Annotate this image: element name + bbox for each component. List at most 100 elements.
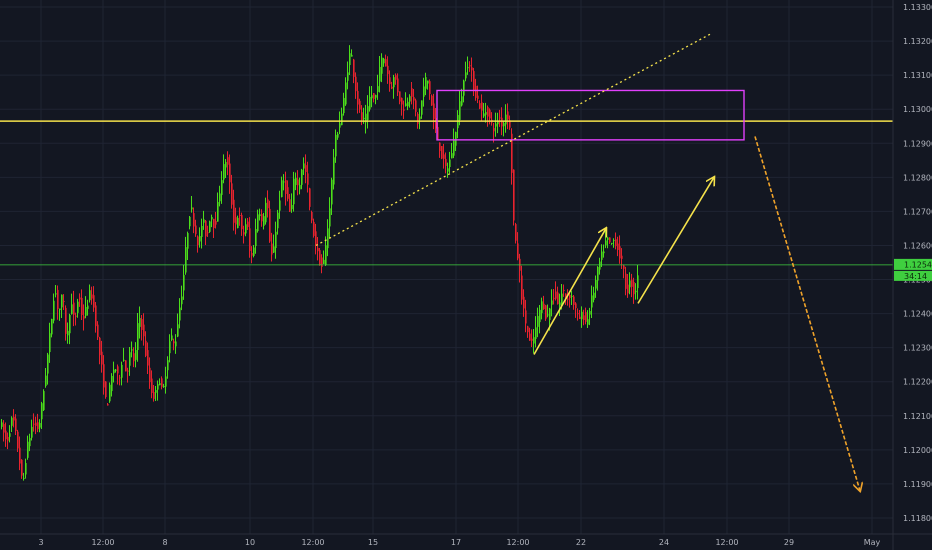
candle-body bbox=[243, 232, 245, 235]
candle-body bbox=[451, 153, 453, 159]
candle-body bbox=[49, 333, 51, 353]
candle-body bbox=[419, 116, 421, 120]
candle-body bbox=[487, 107, 489, 117]
candle-body bbox=[99, 337, 101, 356]
candle-body bbox=[87, 305, 89, 309]
candle-body bbox=[59, 308, 61, 311]
candle-body bbox=[521, 275, 523, 300]
candle-body bbox=[389, 77, 391, 85]
candle-body bbox=[299, 184, 301, 190]
candle-body bbox=[305, 165, 307, 173]
x-axis[interactable]: 3 12:00 8 10 12:00 15 17 12:00 22 24 12:00 29 May bbox=[0, 533, 932, 547]
candle-body bbox=[293, 178, 295, 205]
candle-body bbox=[407, 101, 409, 107]
candle-body bbox=[495, 123, 497, 127]
candle-body bbox=[147, 350, 149, 366]
candle-body bbox=[289, 199, 291, 212]
candle-body bbox=[217, 201, 219, 222]
candle-body bbox=[29, 438, 31, 447]
candle-body bbox=[535, 327, 537, 339]
y-axis[interactable]: 1.13300 1.13200 1.13100 1.13000 1.12900 1.128… bbox=[892, 0, 932, 550]
candle-body bbox=[573, 296, 575, 305]
candle-body bbox=[257, 214, 259, 232]
candle-body bbox=[265, 202, 267, 223]
candle-body bbox=[635, 290, 637, 293]
candle-body bbox=[577, 313, 579, 315]
x-tick-label: 12:00 bbox=[91, 538, 114, 547]
candle-body bbox=[309, 188, 311, 207]
candle-body bbox=[529, 333, 531, 341]
candle-body bbox=[261, 214, 263, 222]
candle-body bbox=[311, 212, 313, 221]
candle-body bbox=[631, 279, 633, 287]
candle-body bbox=[203, 219, 205, 223]
candle-body bbox=[189, 216, 191, 227]
candle-body bbox=[383, 58, 385, 64]
candle-body bbox=[225, 162, 227, 168]
candle-body bbox=[441, 146, 443, 159]
candle-body bbox=[511, 133, 513, 173]
candle-body bbox=[111, 375, 113, 392]
candle-body bbox=[363, 117, 365, 119]
candle-body bbox=[393, 77, 395, 88]
candle-body bbox=[459, 101, 461, 120]
candle-body bbox=[563, 289, 565, 291]
impulse-up-arrow[interactable] bbox=[533, 228, 606, 355]
candle-body bbox=[9, 433, 11, 437]
candle-body bbox=[369, 96, 371, 110]
candle-body bbox=[533, 337, 535, 344]
candle-body bbox=[269, 208, 271, 242]
forecast-down-arrow[interactable] bbox=[754, 136, 860, 490]
candle-body bbox=[373, 93, 375, 99]
candle-body bbox=[275, 231, 277, 248]
candle-body bbox=[55, 293, 57, 295]
candle-body bbox=[247, 221, 249, 227]
candle-body bbox=[469, 65, 471, 67]
candle-body bbox=[15, 418, 17, 432]
candle-body bbox=[141, 319, 143, 330]
candle-body bbox=[317, 247, 319, 252]
candle-body bbox=[183, 275, 185, 291]
candle-body bbox=[485, 112, 487, 115]
candle-body bbox=[353, 59, 355, 77]
candle-body bbox=[371, 95, 373, 99]
candle-body bbox=[605, 240, 607, 246]
candle-body bbox=[169, 341, 171, 354]
candle-body bbox=[627, 284, 629, 294]
y-tick-label: 1.13000 bbox=[903, 105, 932, 114]
x-tick-label: May bbox=[864, 538, 881, 547]
candle-body bbox=[541, 301, 543, 314]
candle-body bbox=[199, 236, 201, 242]
candle-body bbox=[467, 67, 469, 69]
candle-body bbox=[527, 326, 529, 333]
supply-zone-rectangle[interactable] bbox=[436, 89, 745, 141]
candle-body bbox=[107, 404, 109, 406]
candle-body bbox=[591, 295, 593, 308]
candle-body bbox=[171, 335, 173, 340]
candle-body bbox=[549, 308, 551, 320]
candle-body bbox=[43, 391, 45, 411]
x-tick-label: 10 bbox=[245, 538, 255, 547]
candle-body bbox=[267, 199, 269, 209]
candle-body bbox=[73, 302, 75, 315]
candle-body bbox=[377, 86, 379, 92]
candle-body bbox=[553, 297, 555, 299]
candle-body bbox=[185, 247, 187, 273]
y-tick-label: 1.12900 bbox=[903, 139, 932, 148]
candle-body bbox=[31, 426, 33, 438]
impulse-up-arrow[interactable] bbox=[637, 177, 714, 304]
candle-body bbox=[543, 303, 545, 310]
candle-body bbox=[345, 82, 347, 105]
y-tick-label: 1.12000 bbox=[903, 446, 932, 455]
candle-body bbox=[61, 294, 63, 308]
candle-body bbox=[379, 66, 381, 82]
candle-body bbox=[7, 436, 9, 441]
candle-body bbox=[69, 315, 71, 334]
candle-body bbox=[45, 375, 47, 387]
candle-body bbox=[517, 243, 519, 259]
candle-body bbox=[327, 228, 329, 249]
candle-body bbox=[525, 310, 527, 324]
candle-body bbox=[235, 217, 237, 225]
x-tick-label: 22 bbox=[576, 538, 586, 547]
